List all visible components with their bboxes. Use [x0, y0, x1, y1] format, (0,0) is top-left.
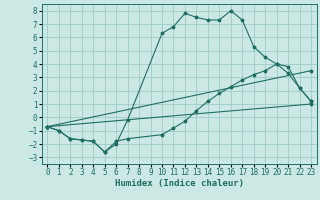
- X-axis label: Humidex (Indice chaleur): Humidex (Indice chaleur): [115, 179, 244, 188]
